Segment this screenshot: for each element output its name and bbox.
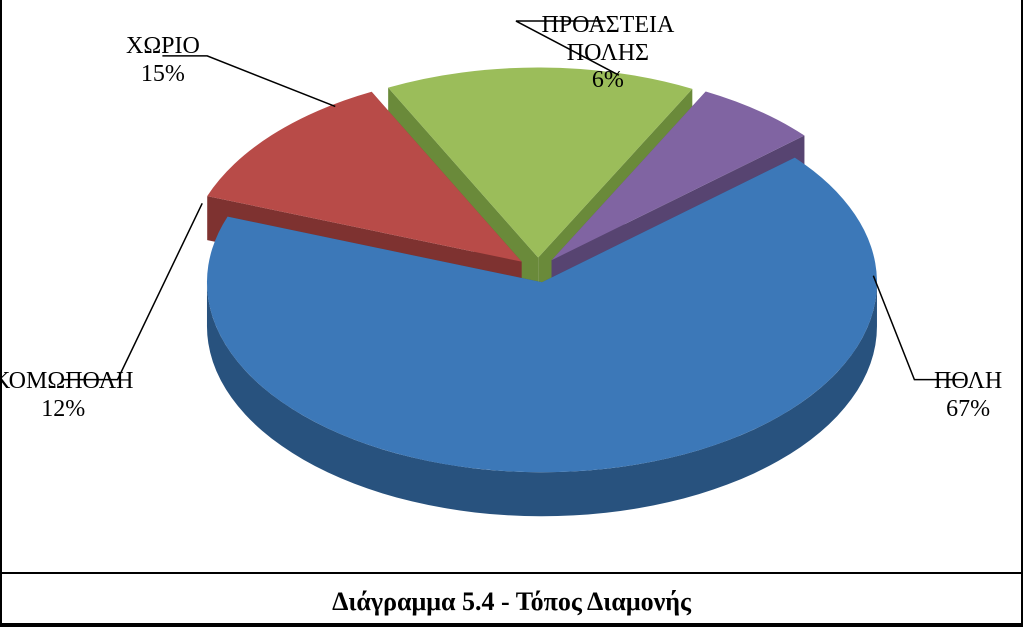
label-proasteia: ΠΡΟΑΣΤΕΙΑ ΠΟΛΗΣ 6%: [542, 12, 675, 95]
label-komopoli: ΚΟΜΩΠΟΛΗ 12%: [0, 368, 133, 423]
chart-caption: Διάγραμμα 5.4 - Τόπος Διαμονής: [332, 587, 691, 617]
chart-frame: ΠΟΛΗ 67% ΚΟΜΩΠΟΛΗ 12% ΧΩΡΙΟ 15% ΠΡΟΑΣΤΕΙ…: [0, 0, 1023, 627]
label-poli: ΠΟΛΗ 67%: [934, 368, 1002, 423]
caption-row: Διάγραμμα 5.4 - Τόπος Διαμονής: [2, 572, 1021, 629]
pie-chart: ΠΟΛΗ 67% ΚΟΜΩΠΟΛΗ 12% ΧΩΡΙΟ 15% ΠΡΟΑΣΤΕΙ…: [8, 0, 1015, 570]
label-xorio: ΧΩΡΙΟ 15%: [126, 33, 200, 88]
